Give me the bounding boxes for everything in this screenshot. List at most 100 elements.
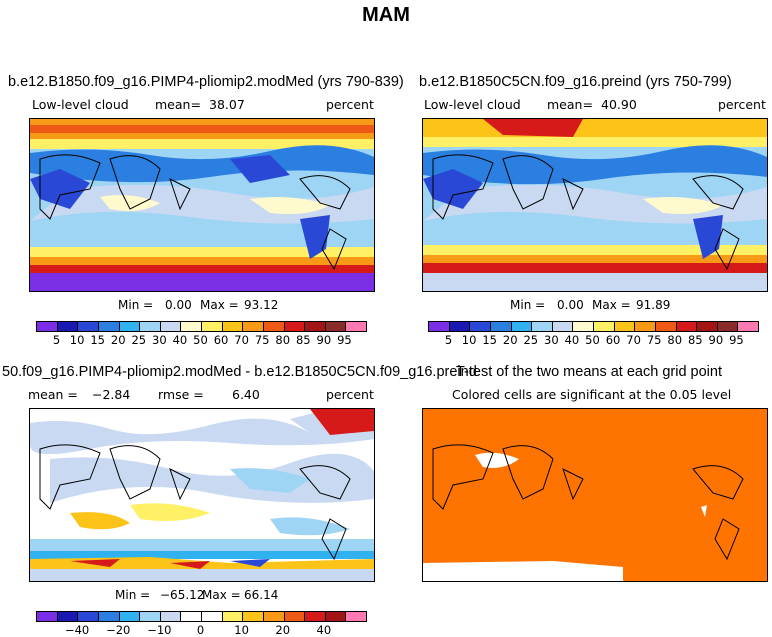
panel1-colorbar-tick: 60 xyxy=(213,333,229,347)
panel4-field xyxy=(423,409,767,581)
panel2-colorbar-tick: 50 xyxy=(585,333,600,347)
panel3-colorbar-swatch xyxy=(325,612,347,621)
panel2-min-value: 0.00 xyxy=(557,298,584,312)
panel2-colorbar-swatch xyxy=(594,322,615,331)
panel2-colorbar-tick: 70 xyxy=(626,333,641,347)
panel2-colorbar-swatch xyxy=(676,322,698,331)
panel3-colorbar-swatch xyxy=(346,612,366,621)
panel2-max-label: Max = xyxy=(592,298,631,312)
panel1-colorbar-ticks: 5 10 15 20 25 30 40 50 60 70 75 80 85 90 95 xyxy=(36,333,365,347)
panel2-max-value: 91.89 xyxy=(636,298,671,312)
panel3-colorbar-tick: −40 xyxy=(64,623,90,637)
panel3-colorbar-tick: −10 xyxy=(147,623,172,637)
panel4-map xyxy=(422,408,768,582)
panel2-map xyxy=(422,118,768,292)
panel3-colorbar-swatch xyxy=(119,612,141,621)
panel1-colorbar-tick: 70 xyxy=(234,333,249,347)
panel3-max-label: Max = xyxy=(202,588,241,602)
panel1-colorbar-swatch xyxy=(160,322,182,331)
panel2-var-label: Low-level cloud xyxy=(424,97,521,112)
panel3-rmse-label: rmse = xyxy=(158,387,204,402)
panel3-colorbar-tick: 0 xyxy=(196,623,205,637)
panel3-colorbar-swatch xyxy=(243,612,264,621)
panel1-colorbar-swatch xyxy=(346,322,366,331)
panel1-colorbar-tick: 15 xyxy=(90,333,105,347)
panel2-mean-value: 40.90 xyxy=(601,97,637,112)
panel3-mean-label: mean = xyxy=(28,387,78,402)
panel1-colorbar xyxy=(36,321,367,332)
panel3-max-value: 66.14 xyxy=(244,588,279,602)
panel3-colorbar-swatch xyxy=(37,612,58,621)
panel3-colorbar-swatch xyxy=(140,612,161,621)
panel3-colorbar-tick: 40 xyxy=(316,623,332,637)
panel2-colorbar-swatch xyxy=(717,322,739,331)
panel2-field xyxy=(423,119,767,291)
panel1-colorbar-swatch xyxy=(119,322,141,331)
panel2-colorbar-tick: 85 xyxy=(687,333,703,347)
panel1-max-label: Max = xyxy=(200,298,239,312)
panel1-mean-value: 38.07 xyxy=(209,97,245,112)
panel1-mean-label: mean= xyxy=(155,97,201,112)
panel2-colorbar-swatch xyxy=(655,322,677,331)
panel1-colorbar-tick: 30 xyxy=(152,333,167,347)
panel2-colorbar-swatch xyxy=(697,322,718,331)
panel3-units: percent xyxy=(326,387,374,402)
panel2-title: b.e12.B1850C5CN.f09_g16.preind (yrs 750-… xyxy=(419,74,732,90)
panel1-colorbar-swatch xyxy=(305,322,326,331)
panel1-min-label: Min = xyxy=(118,298,154,312)
figure-title: MAM xyxy=(362,4,410,26)
panel2-colorbar-tick: 20 xyxy=(502,333,518,347)
panel3-colorbar-swatch xyxy=(98,612,120,621)
panel3-colorbar xyxy=(36,611,367,622)
panel3-colorbar-swatch xyxy=(284,612,306,621)
panel2-colorbar-swatch xyxy=(511,322,533,331)
panel1-colorbar-tick: 95 xyxy=(337,333,352,347)
panel1-colorbar-tick: 85 xyxy=(295,333,311,347)
panel2-colorbar-swatch xyxy=(532,322,553,331)
panel3-colorbar-swatch xyxy=(181,612,202,621)
panel1-colorbar-tick: 25 xyxy=(131,333,147,347)
panel3-field xyxy=(30,409,374,581)
panel2-colorbar-tick: 5 xyxy=(444,333,453,347)
panel2-min-label: Min = xyxy=(510,298,546,312)
panel3-colorbar-tick: 20 xyxy=(275,623,291,637)
panel1-colorbar-swatch xyxy=(78,322,99,331)
panel1-colorbar-swatch xyxy=(243,322,264,331)
panel2-colorbar-tick: 25 xyxy=(523,333,539,347)
panel3-colorbar-swatch xyxy=(263,612,285,621)
panel1-min-value: 0.00 xyxy=(165,298,192,312)
panel2-colorbar-tick: 75 xyxy=(646,333,662,347)
panel3-colorbar-swatch xyxy=(222,612,244,621)
panel2-colorbar-tick: 15 xyxy=(482,333,497,347)
panel4-title: T-test of the two means at each grid poi… xyxy=(456,364,722,380)
panel3-min-label: Min = xyxy=(115,588,151,602)
panel1-colorbar-tick: 20 xyxy=(110,333,126,347)
panel1-colorbar-swatch xyxy=(181,322,202,331)
panel1-colorbar-tick: 90 xyxy=(316,333,332,347)
panel2-colorbar-tick: 95 xyxy=(729,333,744,347)
panel3-mean-value: −2.84 xyxy=(92,387,131,402)
panel2-colorbar-ticks: 5 10 15 20 25 30 40 50 60 70 75 80 85 90 95 xyxy=(428,333,757,347)
panel2-colorbar-tick: 10 xyxy=(461,333,477,347)
panel2-colorbar-swatch xyxy=(573,322,594,331)
panel1-map xyxy=(29,118,375,292)
panel3-colorbar-tick: 10 xyxy=(234,623,249,637)
panel2-colorbar-swatch xyxy=(738,322,758,331)
panel2-colorbar-tick: 30 xyxy=(544,333,559,347)
panel1-colorbar-swatch xyxy=(325,322,347,331)
panel2-colorbar-swatch xyxy=(470,322,491,331)
panel1-colorbar-swatch xyxy=(222,322,244,331)
panel1-title: b.e12.B1850.f09_g16.PIMP4-pliomip2.modMe… xyxy=(8,74,404,90)
panel1-colorbar-swatch xyxy=(98,322,120,331)
panel2-colorbar-swatch xyxy=(635,322,656,331)
panel1-colorbar-swatch xyxy=(263,322,285,331)
panel3-colorbar-swatch xyxy=(160,612,182,621)
panel2-colorbar-swatch xyxy=(429,322,450,331)
panel3-title: 50.f09_g16.PIMP4-pliomip2.modMed - b.e12… xyxy=(2,364,477,380)
panel3-colorbar-tick: −20 xyxy=(106,623,131,637)
panel2-colorbar-tick: 60 xyxy=(605,333,621,347)
panel3-map xyxy=(29,408,375,582)
panel2-units: percent xyxy=(718,97,766,112)
panel1-colorbar-tick: 5 xyxy=(52,333,61,347)
panel3-colorbar-ticks: −40 −20 −10 0 10 20 40 xyxy=(36,623,365,637)
